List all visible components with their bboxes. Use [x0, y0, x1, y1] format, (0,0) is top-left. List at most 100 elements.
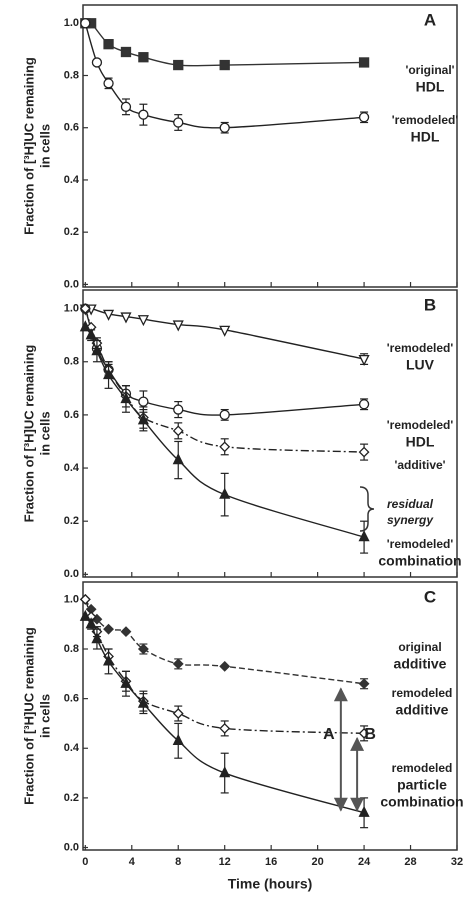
panel-label: A — [424, 10, 436, 29]
marker — [120, 626, 132, 638]
marker — [173, 117, 184, 128]
marker — [79, 320, 91, 332]
series-label: additive — [396, 702, 449, 718]
marker — [172, 658, 184, 670]
marker — [219, 122, 230, 133]
x-tick-label: 28 — [404, 856, 416, 868]
y-tick-label: 0.0 — [64, 278, 79, 290]
series-label: particle — [397, 777, 447, 793]
marker — [79, 609, 91, 621]
series-label: remodeled — [392, 761, 453, 775]
y-axis-title: Fraction of [³H]UC remaining — [21, 345, 36, 523]
marker — [358, 530, 370, 542]
y-tick-label: 0.6 — [64, 693, 79, 705]
x-axis-title: Time (hours) — [228, 876, 313, 892]
y-tick-label: 1.0 — [64, 303, 79, 315]
marker — [172, 453, 184, 465]
marker — [172, 425, 184, 437]
marker — [219, 59, 230, 71]
marker — [137, 315, 149, 327]
series-label: additive — [394, 656, 447, 672]
marker — [137, 643, 149, 655]
marker — [219, 722, 231, 734]
series-label: HDL — [416, 79, 445, 95]
y-tick-label: 0.4 — [64, 174, 80, 186]
marker — [120, 312, 132, 324]
series-line — [85, 21, 365, 67]
y-tick-label: 0.8 — [64, 356, 79, 368]
y-tick-label: 0.0 — [64, 568, 79, 580]
marker — [91, 57, 103, 68]
marker — [137, 413, 149, 425]
series-label: 'additive' — [394, 458, 445, 472]
marker — [79, 593, 91, 605]
brace — [359, 486, 375, 532]
y-axis-title: in cells — [37, 124, 52, 168]
series-label: LUV — [406, 357, 435, 373]
marker — [120, 101, 132, 112]
y-axis-title: Fraction of [³H]UC remaining — [21, 57, 36, 235]
marker — [103, 654, 115, 666]
series-label: combination — [378, 553, 461, 569]
marker — [103, 623, 114, 635]
marker — [219, 660, 231, 672]
marker — [358, 57, 370, 68]
y-tick-label: 0.2 — [64, 515, 79, 527]
y-tick-label: 0.4 — [64, 742, 80, 754]
marker — [358, 446, 370, 458]
marker — [103, 78, 114, 89]
y-tick-label: 0.2 — [64, 792, 79, 804]
marker — [219, 441, 231, 453]
marker — [358, 678, 370, 690]
annotation: synergy — [387, 513, 434, 527]
y-tick-label: 0.0 — [64, 841, 79, 853]
x-tick-label: 32 — [451, 856, 463, 868]
y-axis-title: Fraction of [³H]UC remaining — [21, 627, 36, 805]
series-label: HDL — [406, 434, 435, 450]
y-tick-label: 0.6 — [64, 409, 79, 421]
series-label: 'remodeled' — [387, 341, 454, 355]
x-tick-label: 12 — [219, 856, 231, 868]
marker — [219, 487, 231, 499]
marker — [138, 109, 149, 120]
series-label: 'remodeled' — [392, 113, 459, 127]
marker — [173, 404, 184, 415]
marker — [358, 805, 370, 817]
x-tick-label: 8 — [175, 856, 181, 868]
marker — [85, 328, 97, 340]
marker — [91, 632, 103, 644]
series-label: combination — [380, 794, 463, 810]
x-tick-label: 16 — [265, 856, 277, 868]
y-tick-label: 0.4 — [64, 462, 80, 474]
panel-label: B — [424, 295, 436, 314]
marker — [172, 733, 184, 745]
series-label: remodeled — [392, 686, 453, 700]
annotation: A — [323, 726, 335, 743]
y-tick-label: 0.6 — [64, 122, 79, 134]
plot-frame — [82, 289, 458, 578]
series-label: original — [398, 640, 441, 654]
marker — [358, 399, 370, 410]
marker — [172, 320, 184, 332]
series-label: HDL — [411, 129, 440, 145]
marker — [80, 18, 91, 29]
x-tick-label: 24 — [358, 856, 371, 868]
y-tick-label: 1.0 — [64, 17, 79, 29]
marker — [103, 309, 115, 321]
marker — [172, 708, 184, 719]
annotation: residual — [387, 497, 434, 511]
x-tick-label: 20 — [311, 856, 323, 868]
panel-label: C — [424, 587, 436, 606]
x-tick-label: 0 — [82, 856, 88, 868]
marker — [120, 392, 132, 404]
marker — [358, 112, 370, 123]
marker — [120, 676, 132, 688]
y-axis-title: in cells — [37, 694, 52, 738]
series-line — [84, 23, 365, 129]
marker — [120, 46, 132, 58]
annotation: B — [364, 726, 376, 743]
marker — [85, 617, 97, 629]
marker — [173, 59, 184, 71]
